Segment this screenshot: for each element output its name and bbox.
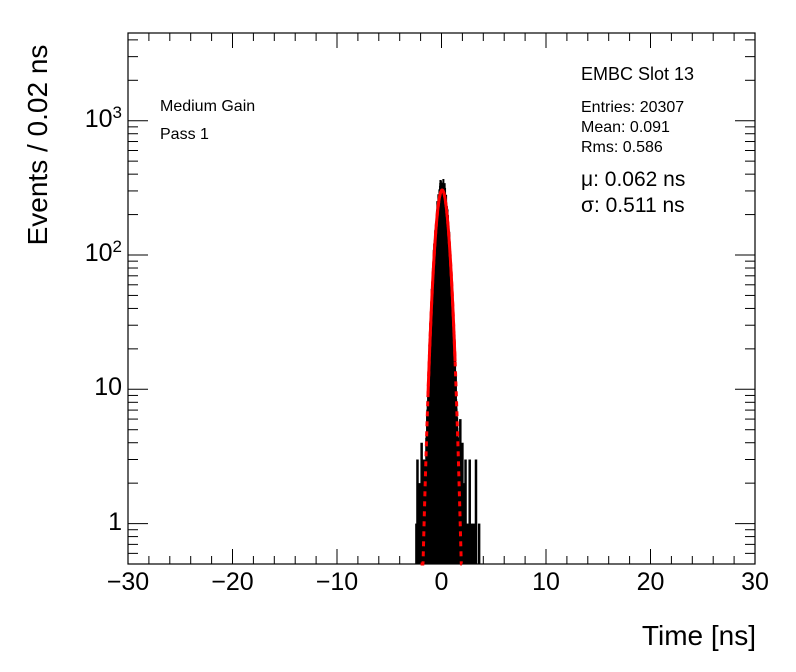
y-tick-label-base: 10 xyxy=(94,373,122,402)
y-tick-label: 102 xyxy=(84,237,122,268)
y-tick-label-base: 10 xyxy=(84,239,113,267)
y-tick-label: 10 xyxy=(94,373,122,402)
y-tick-label: 103 xyxy=(84,102,122,134)
x-tick-label: −30 xyxy=(106,568,150,596)
y-tick-label-exponent: 3 xyxy=(112,102,122,122)
fit-curves xyxy=(420,188,463,566)
x-tick-label: 10 xyxy=(532,568,560,596)
x-axis-label: Time [ns] xyxy=(641,620,756,651)
stat-rms: Rms: 0.586 xyxy=(581,139,663,156)
x-tick-label: −10 xyxy=(315,568,359,596)
y-tick-label-exponent: 2 xyxy=(112,237,122,256)
fit-mu: μ: 0.062 ns xyxy=(581,168,686,191)
annotation-gain: Medium Gain xyxy=(160,98,256,115)
axis-ticks xyxy=(127,33,756,565)
annotation-pass: Pass 1 xyxy=(160,126,209,143)
histogram-series xyxy=(415,179,481,564)
y-axis-label: Events / 0.02 ns xyxy=(22,44,53,246)
x-tick-label: 0 xyxy=(434,568,449,596)
x-tick-label: −20 xyxy=(211,568,254,596)
x-tick-label: 20 xyxy=(636,568,665,596)
y-tick-label-base: 10 xyxy=(84,104,113,133)
chart-title: EMBC Slot 13 xyxy=(581,64,695,84)
x-tick-label: 30 xyxy=(741,568,769,596)
y-tick-label-base: 1 xyxy=(108,507,122,536)
stat-entries: Entries: 20307 xyxy=(581,99,685,116)
stat-mean: Mean: 0.091 xyxy=(581,119,670,136)
fit-sigma: σ: 0.511 ns xyxy=(581,194,685,217)
y-tick-label: 1 xyxy=(108,508,122,537)
